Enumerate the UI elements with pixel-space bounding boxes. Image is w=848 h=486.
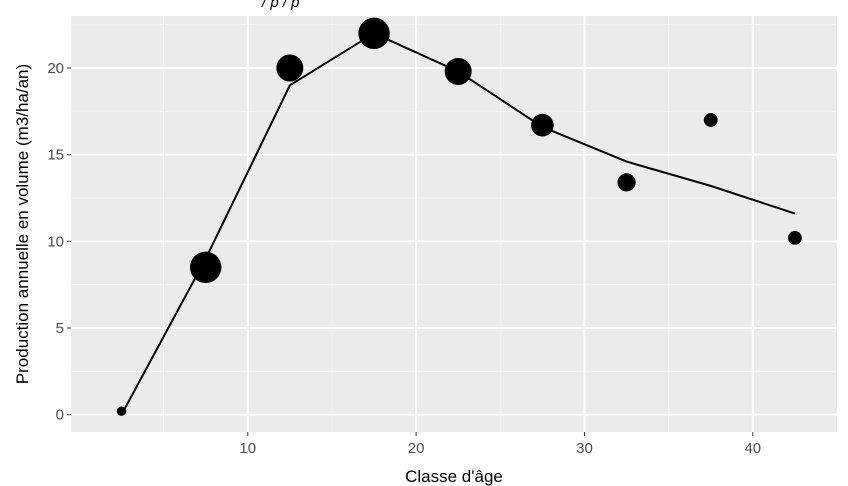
x-axis-title: Classe d'âge xyxy=(405,467,503,486)
x-tick-label: 10 xyxy=(239,440,256,457)
x-tick-label: 30 xyxy=(576,440,593,457)
data-point xyxy=(444,57,472,85)
plot-panel xyxy=(71,16,837,432)
y-tick-label: 5 xyxy=(56,320,64,337)
data-point xyxy=(116,406,127,416)
data-point xyxy=(703,113,718,127)
header-fragment: / p / p xyxy=(261,0,300,11)
gridlines xyxy=(71,16,837,432)
data-point xyxy=(358,17,390,50)
y-tick-label: 0 xyxy=(56,407,64,424)
y-axis-title: Production annuelle en volume (m3/ha/an) xyxy=(13,64,32,384)
y-tick-labels: 0 5 10 15 20 xyxy=(47,60,64,424)
x-tick-labels: 10 20 30 40 xyxy=(239,440,761,457)
axis-ticks xyxy=(67,67,754,436)
x-tick-label: 20 xyxy=(408,440,425,457)
data-point xyxy=(788,230,802,245)
data-point xyxy=(276,54,304,82)
y-tick-label: 10 xyxy=(47,233,64,250)
data-point xyxy=(189,251,222,284)
data-point xyxy=(531,113,554,137)
data-points-group xyxy=(116,17,802,416)
y-tick-label: 20 xyxy=(47,60,64,77)
data-point xyxy=(617,173,636,192)
x-tick-label: 40 xyxy=(744,440,761,457)
y-tick-label: 15 xyxy=(47,147,64,164)
